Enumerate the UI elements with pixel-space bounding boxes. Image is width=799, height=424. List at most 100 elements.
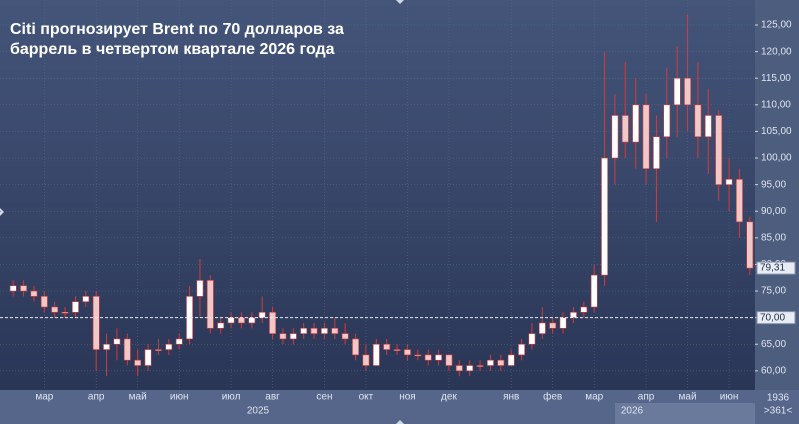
candle-body <box>694 104 702 138</box>
candle-body <box>684 77 691 106</box>
x-tick-label: окт <box>359 392 374 403</box>
x-tick-label: апр <box>88 392 105 403</box>
candle-body <box>715 115 723 185</box>
candle-body <box>144 349 152 366</box>
x-tick-label: фев <box>543 391 562 403</box>
price-tag <box>756 311 796 325</box>
candle-body <box>196 280 204 297</box>
candle-body <box>269 312 276 334</box>
y-tick-label: 100,00 <box>761 153 792 164</box>
candle-body <box>238 317 245 324</box>
candle-body <box>538 322 546 334</box>
candle-body <box>51 306 59 313</box>
y-tick-label: 120,00 <box>761 46 792 57</box>
candle-body <box>92 296 100 350</box>
chart-title: баррель в четвертом квартале 2026 года <box>10 41 335 58</box>
candle-body <box>165 343 173 350</box>
candle-body <box>113 338 121 345</box>
candle-body <box>632 104 640 143</box>
candle-body <box>155 349 162 351</box>
price-tag-label: 70,00 <box>760 312 785 323</box>
candle-body <box>40 296 48 308</box>
candle-body <box>279 333 287 340</box>
candle-body <box>30 290 38 297</box>
candle-body <box>9 285 17 292</box>
candle-body <box>20 285 27 292</box>
candle-body <box>653 136 660 169</box>
handle <box>0 208 4 216</box>
candle-body <box>590 274 598 308</box>
x-tick-label: май <box>129 392 147 403</box>
candle-body <box>310 327 318 334</box>
candle-body <box>248 317 256 324</box>
candle-body <box>455 365 463 372</box>
candle-body <box>704 115 712 138</box>
candle-body <box>580 306 588 313</box>
candle-body <box>341 333 349 340</box>
candle-body <box>725 179 733 185</box>
x-tick-label: ноя <box>399 392 416 403</box>
y-tick-label: 125,00 <box>761 20 792 31</box>
x-tick-label: мар <box>35 392 53 403</box>
grid <box>0 0 755 390</box>
candle-body <box>507 354 515 366</box>
price-tag <box>756 261 796 275</box>
year-label: 2026 <box>621 406 644 417</box>
y-tick-label: 95,00 <box>761 179 786 190</box>
y-tick-label: 75,00 <box>761 286 786 297</box>
x-tick-label: июн <box>170 392 189 403</box>
candle-body <box>383 343 391 350</box>
year-label: 2025 <box>247 406 270 417</box>
candle-body <box>404 349 411 356</box>
y-tick-label: 60,00 <box>761 365 786 376</box>
candle-body <box>82 296 90 302</box>
candle-body <box>445 354 453 366</box>
x-tick-label: июл <box>222 392 241 403</box>
handle <box>396 420 404 424</box>
candle-body <box>103 343 110 350</box>
candle-body <box>393 349 401 351</box>
candles <box>9 14 754 377</box>
candle-body <box>476 365 484 367</box>
candle-body <box>424 354 432 361</box>
candle-body <box>642 104 650 169</box>
candle-body <box>611 115 619 159</box>
candle-body <box>497 359 505 366</box>
candle-body <box>435 354 442 361</box>
candle-body <box>289 333 297 340</box>
plot-area <box>0 0 755 390</box>
candle-body <box>206 280 214 329</box>
x-tick-label: мар <box>585 392 603 403</box>
candle-body <box>673 77 681 106</box>
y-axis-area <box>755 0 799 390</box>
candle-body <box>414 354 422 357</box>
candle-body <box>175 338 183 345</box>
x-tick-label: май <box>679 392 697 403</box>
candle-body <box>300 327 308 334</box>
candle-body <box>559 317 567 329</box>
candle-body <box>528 333 536 345</box>
candle-body <box>258 312 266 318</box>
chart-title: Citi прогнозирует Brent по 70 долларов з… <box>10 21 344 38</box>
candle-body <box>217 322 225 329</box>
candle-body <box>746 221 754 269</box>
corner-label: 1936 <box>767 393 790 404</box>
x-tick-label: апр <box>638 392 655 403</box>
candle-body <box>487 359 494 366</box>
corner-label: >361< <box>764 406 793 417</box>
candle-body <box>321 327 328 334</box>
candle-body <box>72 301 79 313</box>
x-tick-label: дек <box>441 392 457 403</box>
candle-body <box>61 312 69 314</box>
candle-body <box>663 104 671 138</box>
price-tag-label: 79,31 <box>760 263 785 274</box>
candle-body <box>518 343 525 356</box>
x-tick-label: авг <box>265 392 280 403</box>
x-tick-label: янв <box>503 392 519 403</box>
candle-body <box>362 354 370 366</box>
candle-body <box>352 338 359 356</box>
y-tick-label: 105,00 <box>761 126 792 137</box>
y-tick-label: 65,00 <box>761 339 786 350</box>
candle-body <box>570 312 577 318</box>
